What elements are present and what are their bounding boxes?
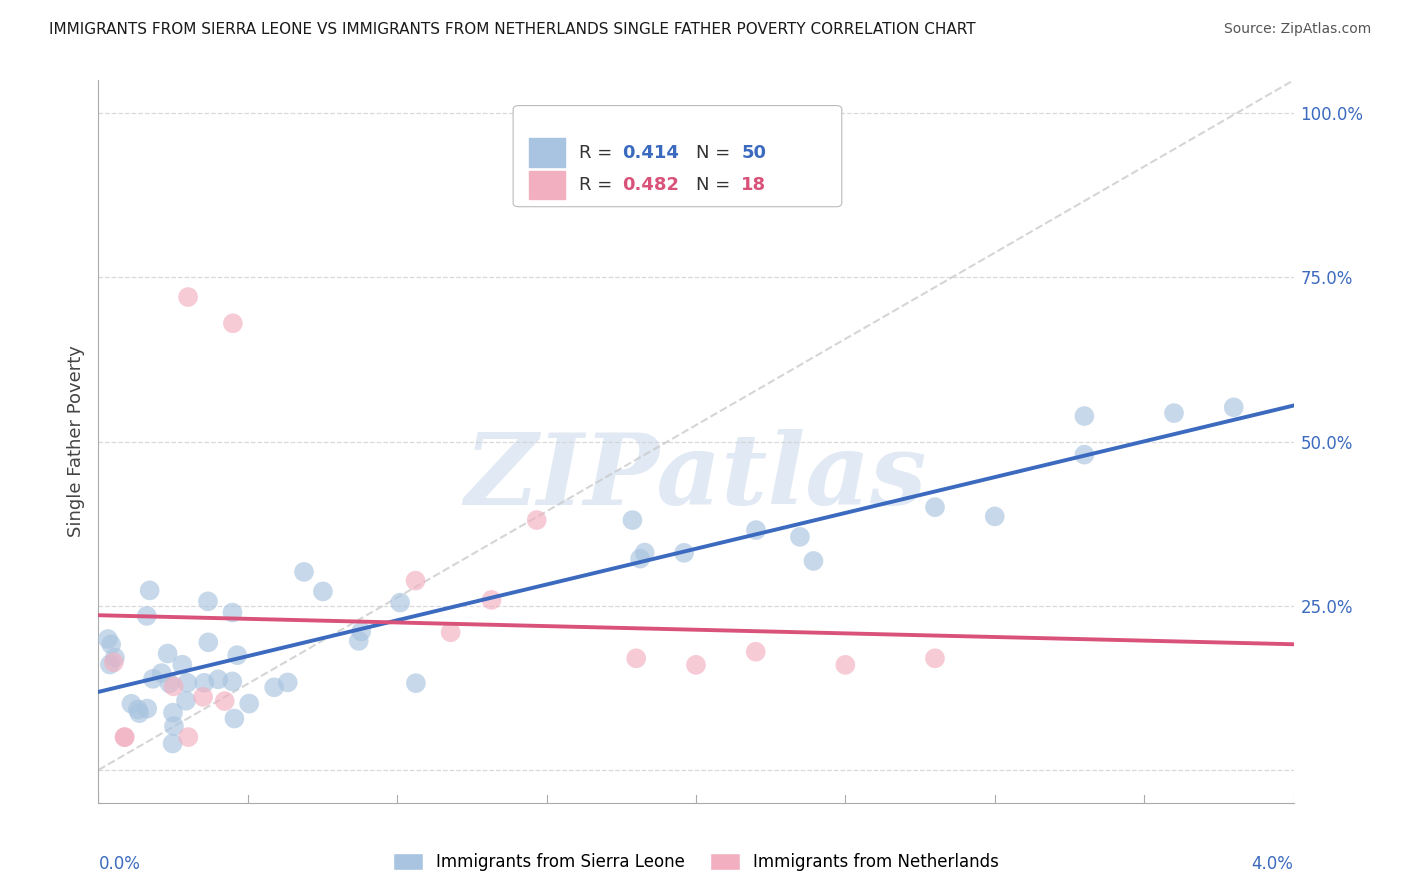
Text: 4.0%: 4.0%	[1251, 855, 1294, 873]
Point	[292, 565, 315, 579]
Text: 50: 50	[741, 144, 766, 161]
Point	[197, 594, 219, 608]
Point	[120, 697, 142, 711]
Point	[163, 719, 186, 733]
Point	[634, 545, 657, 559]
Point	[150, 666, 173, 681]
Point	[745, 645, 768, 659]
Point	[162, 706, 184, 720]
Point	[221, 674, 243, 689]
Point	[174, 694, 197, 708]
Point	[1223, 401, 1246, 415]
Y-axis label: Single Father Poverty: Single Father Poverty	[66, 345, 84, 538]
Point	[263, 681, 285, 695]
Point	[924, 500, 946, 515]
Point	[526, 513, 548, 527]
Point	[222, 316, 245, 330]
Point	[1163, 406, 1185, 420]
Point	[405, 676, 427, 690]
Point	[207, 673, 229, 687]
FancyBboxPatch shape	[513, 105, 842, 207]
Text: ZIPatlas: ZIPatlas	[465, 429, 927, 526]
Point	[100, 637, 122, 651]
Text: N =: N =	[696, 176, 735, 194]
Point	[127, 702, 149, 716]
Point	[156, 647, 179, 661]
Point	[621, 513, 644, 527]
Point	[197, 635, 219, 649]
Point	[834, 657, 856, 672]
Point	[193, 675, 215, 690]
Legend: Immigrants from Sierra Leone, Immigrants from Netherlands: Immigrants from Sierra Leone, Immigrants…	[387, 846, 1005, 878]
Text: 0.482: 0.482	[621, 176, 679, 194]
Point	[481, 593, 503, 607]
Point	[803, 554, 825, 568]
Bar	[529, 170, 565, 200]
Point	[685, 657, 707, 672]
Point	[628, 551, 651, 566]
Point	[984, 509, 1007, 524]
Point	[350, 624, 373, 639]
Point	[142, 672, 165, 686]
Point	[103, 655, 125, 669]
Point	[98, 657, 121, 672]
Point	[389, 596, 412, 610]
Point	[924, 651, 946, 665]
Point	[789, 530, 811, 544]
Point	[177, 730, 200, 744]
Point	[626, 651, 648, 665]
Point	[673, 546, 696, 560]
Bar	[529, 138, 565, 167]
Point	[135, 609, 157, 624]
Point	[114, 730, 136, 744]
Point	[405, 574, 427, 588]
Point	[214, 694, 236, 708]
Point	[177, 290, 200, 304]
Text: IMMIGRANTS FROM SIERRA LEONE VS IMMIGRANTS FROM NETHERLANDS SINGLE FATHER POVERT: IMMIGRANTS FROM SIERRA LEONE VS IMMIGRAN…	[49, 22, 976, 37]
Point	[1073, 409, 1095, 423]
Point	[191, 690, 214, 704]
Point	[745, 523, 768, 537]
Point	[162, 679, 184, 693]
Point	[138, 583, 160, 598]
Point	[1073, 448, 1095, 462]
Point	[172, 657, 194, 672]
Text: R =: R =	[579, 144, 617, 161]
Point	[97, 632, 120, 646]
Point	[347, 633, 370, 648]
Point	[440, 625, 463, 640]
Text: R =: R =	[579, 176, 617, 194]
Text: 0.414: 0.414	[621, 144, 679, 161]
Point	[114, 730, 136, 744]
Point	[221, 606, 243, 620]
Point	[104, 650, 127, 665]
Point	[224, 712, 246, 726]
Point	[136, 701, 159, 715]
Point	[226, 648, 249, 662]
Point	[128, 706, 150, 721]
Point	[162, 737, 184, 751]
Text: Source: ZipAtlas.com: Source: ZipAtlas.com	[1223, 22, 1371, 37]
Point	[312, 584, 335, 599]
Point	[238, 697, 260, 711]
Text: N =: N =	[696, 144, 735, 161]
Point	[159, 676, 181, 690]
Text: 18: 18	[741, 176, 766, 194]
Text: 0.0%: 0.0%	[98, 855, 141, 873]
Point	[176, 675, 198, 690]
Point	[277, 675, 299, 690]
